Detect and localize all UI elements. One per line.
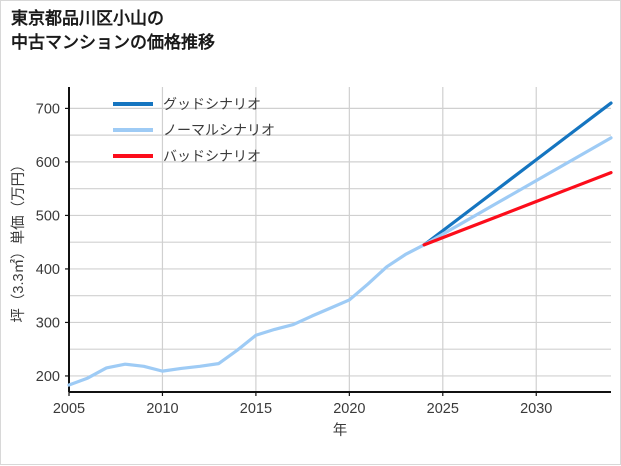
y-tick-label: 500 xyxy=(36,208,60,224)
x-tick-label: 2025 xyxy=(427,401,459,417)
title-line-1: 東京都品川区小山の xyxy=(11,9,164,28)
x-tick-label: 2020 xyxy=(333,401,365,417)
series-line xyxy=(422,101,613,247)
data-series-group xyxy=(67,101,613,387)
x-axis-title: 年 xyxy=(333,422,348,439)
y-tick-label: 400 xyxy=(36,262,60,278)
x-tick-label: 2030 xyxy=(520,401,552,417)
legend-label: バッドシナリオ xyxy=(163,148,261,164)
x-tick-label: 2010 xyxy=(146,401,178,417)
x-tick-label: 2005 xyxy=(53,401,85,417)
vertical-gridlines xyxy=(161,87,537,392)
page-title: 東京都品川区小山の中古マンションの価格推移 xyxy=(11,7,215,55)
legend-label: ノーマルシナリオ xyxy=(163,122,275,138)
plot-background xyxy=(69,87,611,392)
series-line xyxy=(67,136,613,387)
y-tick-label: 300 xyxy=(36,315,60,331)
y-tick-label: 700 xyxy=(36,101,60,117)
y-tick-label: 600 xyxy=(36,155,60,171)
legend-label: グッドシナリオ xyxy=(163,96,261,112)
y-axis-title: 坪（3.3㎡）単価（万円） xyxy=(10,157,27,322)
x-tick-label: 2015 xyxy=(240,401,272,417)
x-axis-tick-labels: 2005 2010 2015 2020 2025 2030 xyxy=(53,392,552,417)
title-line-2: 中古マンションの価格推移 xyxy=(11,33,215,53)
series-line xyxy=(422,171,613,247)
y-tick-label: 200 xyxy=(36,369,60,385)
y-axis-tick-labels: 200 300 400 500 600 700 xyxy=(36,101,69,385)
